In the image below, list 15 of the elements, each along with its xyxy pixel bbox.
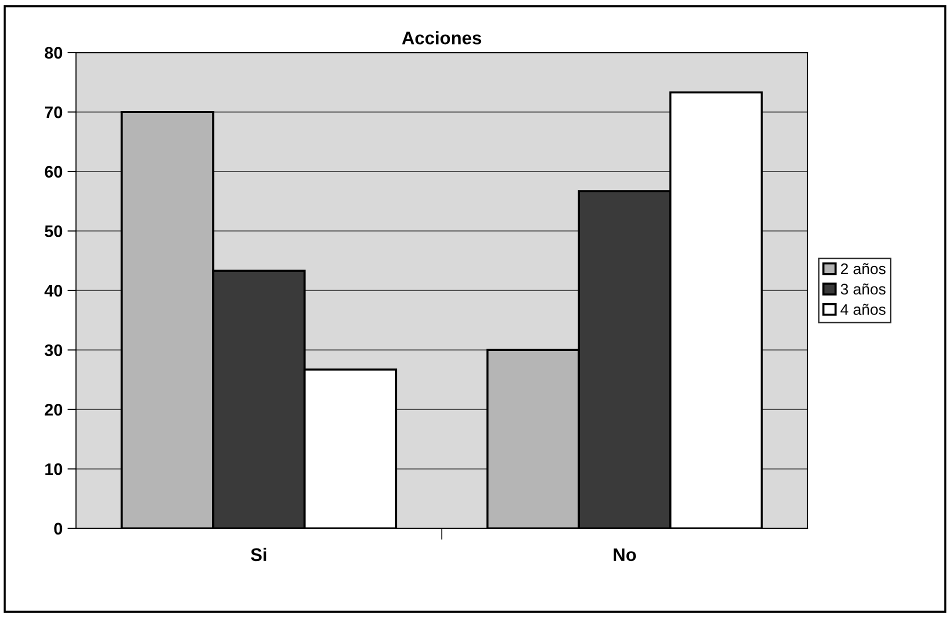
y-tick-label: 70: [44, 106, 62, 118]
y-tick-label: 40: [44, 284, 62, 297]
y-tick-label: 30: [44, 344, 62, 356]
legend-label: 4 años: [840, 304, 886, 315]
y-tick-label: 20: [44, 404, 62, 416]
x-tick-label: No: [614, 548, 636, 562]
y-tick-label: 50: [44, 225, 62, 238]
y-tick-label: 80: [44, 46, 62, 59]
x-tick-label: Si: [250, 548, 266, 562]
chart-title: Acciones: [402, 31, 482, 44]
y-tick-label: 0: [54, 522, 62, 535]
legend-label: 2 años: [840, 263, 886, 274]
y-tick-label: 10: [45, 463, 62, 476]
y-tick-label: 60: [44, 166, 62, 178]
legend-label: 3 años: [840, 283, 886, 295]
